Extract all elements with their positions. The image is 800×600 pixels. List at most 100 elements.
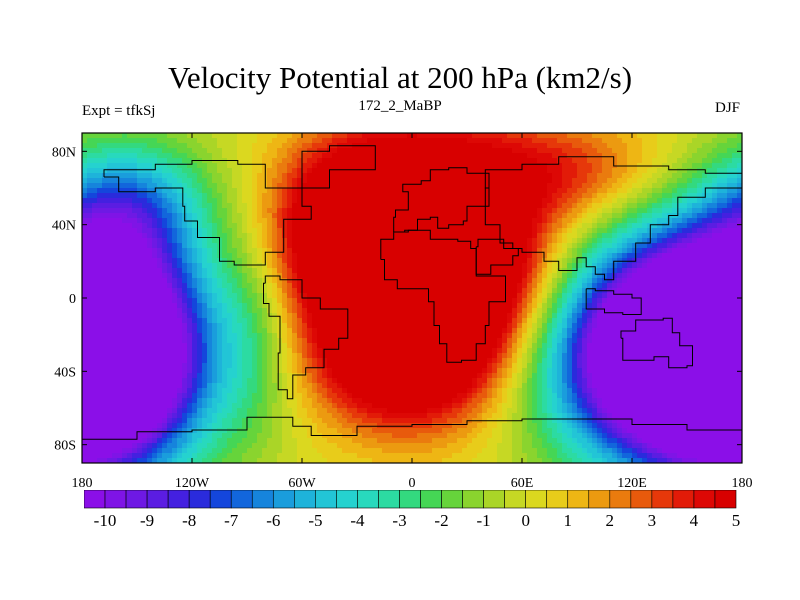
field-cell (247, 288, 253, 294)
field-cell (737, 173, 742, 179)
field-cell (157, 138, 163, 144)
field-cell (502, 158, 508, 164)
field-cell (377, 238, 383, 244)
field-cell (517, 303, 523, 309)
field-cell (137, 183, 143, 189)
field-cell (332, 183, 338, 189)
field-cell (632, 213, 638, 219)
field-cell (392, 183, 398, 189)
field-cell (187, 278, 193, 284)
field-cell (737, 153, 742, 159)
field-cell (107, 243, 113, 249)
field-cell (362, 258, 368, 264)
field-cell (282, 313, 288, 319)
field-cell (117, 148, 123, 154)
field-cell (602, 253, 608, 259)
field-cell (342, 188, 348, 194)
field-cell (707, 308, 713, 314)
field-cell (627, 288, 633, 294)
field-cell (627, 313, 633, 319)
field-cell (407, 253, 413, 259)
field-cell (467, 283, 473, 289)
field-cell (417, 253, 423, 259)
field-cell (542, 243, 548, 249)
field-cell (152, 188, 158, 194)
field-cell (247, 153, 253, 159)
field-cell (157, 258, 163, 264)
field-cell (292, 213, 298, 219)
field-cell (472, 228, 478, 234)
field-cell (372, 308, 378, 314)
field-cell (617, 283, 623, 289)
field-cell (232, 138, 238, 144)
field-cell (257, 248, 263, 254)
field-cell (637, 238, 643, 244)
field-cell (87, 198, 93, 204)
field-cell (267, 213, 273, 219)
field-cell (662, 218, 668, 224)
field-cell (232, 213, 238, 219)
field-cell (622, 243, 628, 249)
field-cell (457, 248, 463, 254)
field-cell (87, 183, 93, 189)
field-cell (177, 133, 183, 139)
field-cell (507, 248, 513, 254)
field-cell (337, 208, 343, 214)
field-cell (657, 198, 663, 204)
field-cell (107, 308, 113, 314)
field-cell (347, 198, 353, 204)
field-cell (302, 303, 308, 309)
field-cell (477, 208, 483, 214)
field-cell (547, 233, 553, 239)
field-cell (122, 188, 128, 194)
field-cell (222, 178, 228, 184)
field-cell (687, 263, 693, 269)
field-cell (667, 178, 673, 184)
field-cell (227, 278, 233, 284)
field-cell (192, 168, 198, 174)
field-cell (727, 203, 733, 209)
field-cell (522, 168, 528, 174)
field-cell (137, 273, 143, 279)
field-cell (167, 268, 173, 274)
field-cell (362, 313, 368, 319)
field-cell (227, 218, 233, 224)
field-cell (97, 133, 103, 139)
field-cell (537, 183, 543, 189)
field-cell (212, 153, 218, 159)
field-cell (507, 263, 513, 269)
field-cell (452, 278, 458, 284)
field-cell (737, 313, 742, 319)
field-cell (117, 168, 123, 174)
field-cell (202, 273, 208, 279)
field-cell (662, 158, 668, 164)
field-cell (427, 143, 433, 149)
field-cell (122, 238, 128, 244)
field-cell (402, 188, 408, 194)
field-cell (537, 268, 543, 274)
field-cell (92, 288, 98, 294)
field-cell (532, 293, 538, 299)
field-cell (702, 138, 708, 144)
field-cell (582, 188, 588, 194)
field-cell (147, 148, 153, 154)
field-cell (612, 313, 618, 319)
field-cell (627, 238, 633, 244)
field-cell (582, 228, 588, 234)
field-cell (117, 183, 123, 189)
field-cell (417, 193, 423, 199)
field-cell (532, 213, 538, 219)
field-cell (592, 248, 598, 254)
field-cell (432, 233, 438, 239)
field-cell (722, 228, 728, 234)
field-cell (177, 153, 183, 159)
field-cell (242, 208, 248, 214)
field-cell (482, 278, 488, 284)
field-cell (157, 303, 163, 309)
field-cell (637, 228, 643, 234)
field-cell (352, 248, 358, 254)
field-cell (662, 268, 668, 274)
field-cell (172, 308, 178, 314)
field-cell (457, 218, 463, 224)
field-cell (432, 248, 438, 254)
